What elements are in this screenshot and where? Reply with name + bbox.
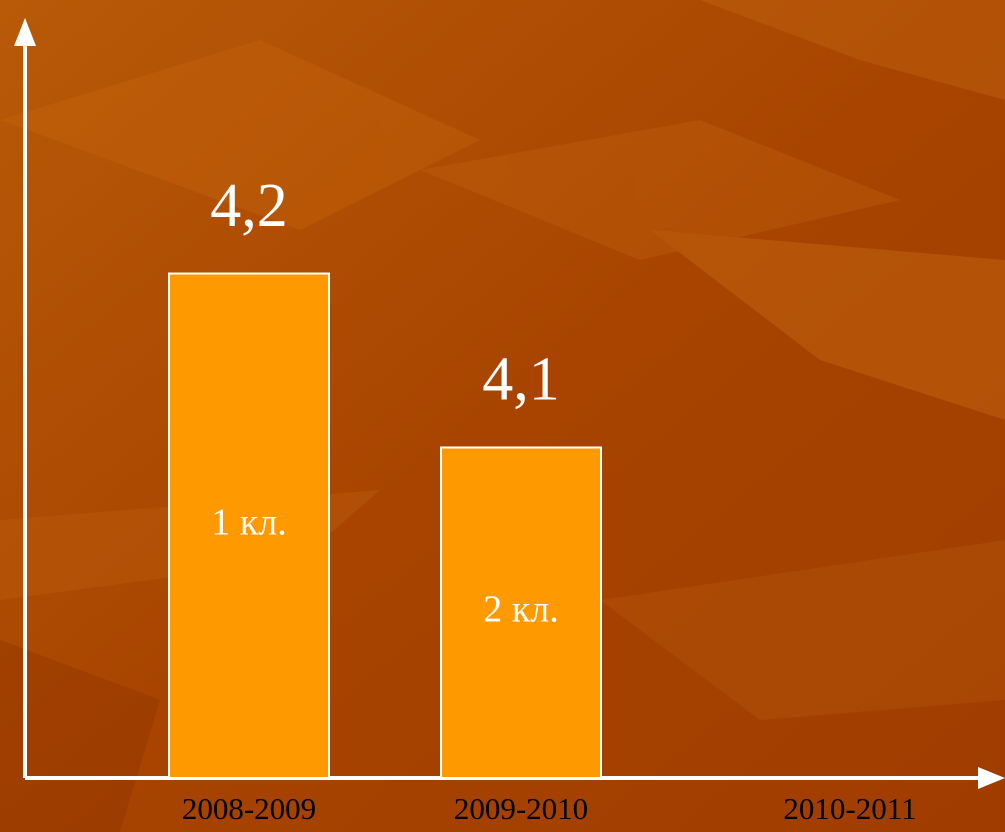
x-axis-arrow <box>978 767 1005 789</box>
value-label: 4,1 <box>482 346 560 414</box>
value-label: 4,2 <box>210 172 288 240</box>
bar <box>168 272 330 779</box>
bar <box>440 446 602 779</box>
bar-label: 1 кл. <box>211 501 286 543</box>
y-axis-arrow <box>14 18 36 46</box>
x-tick-label: 2008-2009 <box>182 791 316 826</box>
x-tick-label: 2010-2011 <box>783 791 916 826</box>
bar-label: 2 кл. <box>483 588 558 630</box>
x-tick-label: 2009-2010 <box>454 791 588 826</box>
